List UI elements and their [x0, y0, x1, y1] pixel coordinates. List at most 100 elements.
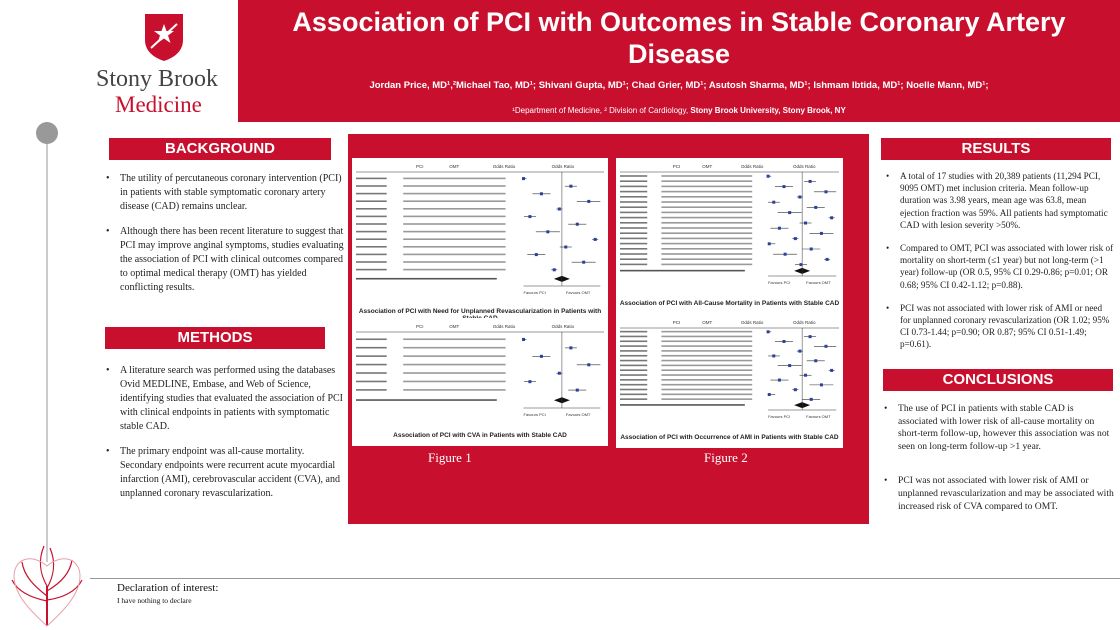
forest-point [804, 221, 808, 225]
forest-point [539, 354, 543, 358]
forest-row-study [620, 242, 648, 245]
forest-row-study [620, 330, 648, 333]
forest-row-study [620, 263, 648, 266]
forest-row-values [403, 238, 506, 240]
forest-row-study [620, 180, 648, 182]
forest-point [798, 349, 802, 353]
methods-bullet: The primary endpoint was all-cause morta… [106, 445, 346, 501]
results-bullet: A total of 17 studies with 20,389 patien… [886, 170, 1114, 231]
results-heading: RESULTS [881, 138, 1111, 160]
forest-point [767, 393, 771, 397]
forest-point [830, 368, 834, 372]
forest-point [587, 363, 591, 367]
forest-row-study [620, 206, 648, 208]
forest-row-study [356, 215, 387, 218]
forest-row-values [403, 185, 506, 187]
results-bullet: Compared to OMT, PCI was associated with… [886, 242, 1114, 291]
forest-point [522, 337, 526, 341]
forest-row-study [620, 175, 648, 177]
methods-bullet: A literature search was performed using … [106, 364, 346, 434]
forest-axis-left-label: Favours PCI [524, 290, 546, 295]
poster-header: Stony Brook Medicine Association of PCI … [0, 0, 1120, 122]
figure-caption: Association of PCI with Occurrence of AM… [620, 434, 839, 441]
forest-header-or: Odds Ratio [793, 320, 816, 325]
forest-row-values [403, 389, 506, 391]
logo-area: Stony Brook Medicine [0, 0, 238, 122]
forest-row-study [620, 185, 648, 188]
forest-row-values [403, 230, 506, 233]
forest-header-pci: PCI [673, 164, 681, 169]
forest-row-values [661, 237, 753, 240]
forest-row-study [620, 222, 648, 224]
forest-row-values [661, 201, 753, 203]
forest-row-values [403, 261, 506, 263]
forest-row-values [403, 346, 506, 349]
forest-row-values [661, 398, 753, 400]
background-bullets: The utility of percutaneous coronary int… [106, 172, 344, 306]
forest-point [772, 200, 776, 204]
forest-point [575, 388, 579, 392]
forest-header-or: Odds Ratio [493, 324, 516, 329]
results-bullets: A total of 17 studies with 20,389 patien… [886, 170, 1114, 362]
forest-row-values [661, 359, 753, 362]
conclusions-bullet: PCI was not associated with lower risk o… [884, 475, 1114, 513]
forest-row-study [620, 383, 648, 386]
logo-subtitle: Medicine [115, 92, 202, 117]
forest-row-values [661, 196, 753, 198]
forest-row-study [620, 354, 648, 357]
forest-point [575, 222, 579, 226]
forest-row-values [661, 242, 753, 245]
forest-header-pci: PCI [416, 164, 424, 169]
forest-row-study [356, 200, 387, 202]
methods-heading: METHODS [105, 327, 325, 349]
forest-point [528, 380, 532, 384]
forest-row-study [356, 346, 387, 349]
forest-row-values [661, 180, 753, 182]
forest-row-values [661, 258, 753, 260]
forest-row-values [661, 253, 753, 255]
figure-2-label: Figure 2 [704, 450, 748, 465]
forest-row-study [620, 258, 648, 260]
forest-row-study [620, 340, 648, 343]
declaration-text: I have nothing to declare [117, 596, 192, 605]
forest-row-values [661, 335, 753, 338]
figure-1-label: Figure 1 [428, 450, 472, 465]
background-bullet: The utility of percutaneous coronary int… [106, 172, 344, 214]
forest-plot-mortality: PCI OMT Odds Ratio Odds Ratio Favours PCI Fav… [616, 158, 843, 314]
forest-row-study [620, 350, 648, 352]
footer-divider [90, 578, 1120, 579]
forest-row-study [620, 232, 648, 234]
forest-row-study [356, 253, 387, 256]
forest-row-values [661, 175, 753, 177]
author-list: Jordan Price, MD¹,²Michael Tao, MD¹; Shi… [369, 80, 989, 91]
forest-header-or: Odds Ratio [741, 164, 764, 169]
forest-point [793, 237, 797, 241]
forest-point [782, 339, 786, 343]
forest-header-or: Odds Ratio [793, 164, 816, 169]
forest-row-values [661, 340, 753, 343]
forest-point [808, 335, 812, 339]
forest-row-study [620, 190, 648, 193]
forest-row-values [403, 215, 506, 218]
forest-axis-right-label: Favours OMT [806, 280, 831, 285]
forest-row-study [356, 246, 387, 248]
forest-row-study [356, 177, 387, 180]
forest-row-values [403, 372, 506, 374]
stony-brook-shield-icon [145, 14, 183, 61]
forest-point [824, 344, 828, 348]
forest-point [766, 174, 770, 178]
forest-row-values [661, 227, 753, 229]
forest-header-omt: OMT [702, 164, 712, 169]
conclusions-heading: CONCLUSIONS [883, 369, 1113, 391]
forest-point [557, 207, 561, 211]
forest-point [788, 364, 792, 368]
forest-point [546, 230, 550, 234]
background-heading: BACKGROUND [109, 138, 331, 160]
forest-point [782, 185, 786, 189]
forest-row-values [661, 374, 753, 376]
forest-plot-cva: PCI OMT Odds Ratio Odds Ratio Favours PCI Fav… [352, 318, 608, 446]
forest-row-values [661, 345, 753, 347]
forest-header-omt: OMT [449, 164, 459, 169]
forest-row-values [661, 232, 753, 234]
forest-row-values [661, 248, 753, 250]
